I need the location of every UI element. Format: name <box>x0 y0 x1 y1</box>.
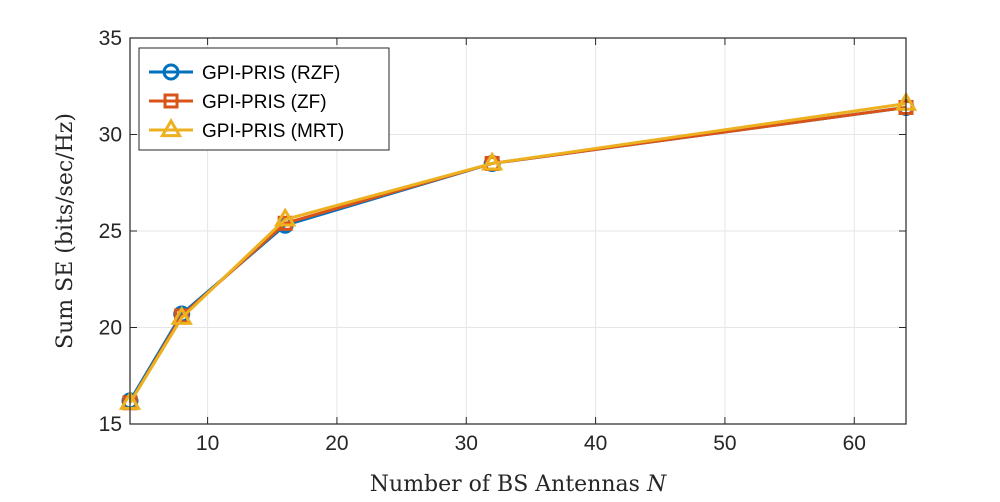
legend-label: GPI-PRIS (ZF) <box>202 92 327 113</box>
ticks <box>130 37 906 425</box>
x-tick-label: 60 <box>843 432 866 455</box>
y-tick-label: 20 <box>99 317 122 340</box>
legend-marker-circle <box>162 63 180 81</box>
legend: GPI-PRIS (RZF) GPI-PRIS (ZF) GPI-PRIS (MRT… <box>138 47 390 151</box>
series-line <box>128 102 907 404</box>
data-point-triangle <box>170 305 193 325</box>
x-tick-label: 30 <box>455 432 478 455</box>
legend-label: GPI-PRIS (RZF) <box>202 63 340 84</box>
x-tick-label: 50 <box>713 432 736 455</box>
data-point-triangle <box>480 151 504 171</box>
legend-marker-square <box>163 93 179 109</box>
legend-label: GPI-PRIS (MRT) <box>202 121 344 142</box>
tick-labels: 10 20 30 40 50 60 15 20 25 30 35 <box>99 27 866 455</box>
x-tick-label: 20 <box>325 432 348 455</box>
x-tick-label: 10 <box>196 432 219 455</box>
legend-entry: GPI-PRIS (ZF) <box>149 92 327 113</box>
x-axis-variable: N <box>646 472 667 497</box>
legend-entry: GPI-PRIS (RZF) <box>149 63 340 84</box>
legend-entry: GPI-PRIS (MRT) <box>149 118 344 142</box>
y-axis-title: Sum SE (bits/sec/Hz) <box>53 113 78 349</box>
data-point-triangle <box>274 207 297 227</box>
x-tick-label: 40 <box>584 432 607 455</box>
y-tick-label: 35 <box>99 27 122 50</box>
legend-marker-triangle <box>159 118 183 138</box>
x-axis-title: Number of BS Antennas N <box>370 472 667 497</box>
y-tick-label: 15 <box>99 413 122 436</box>
y-tick-label: 25 <box>99 220 122 243</box>
y-tick-label: 30 <box>99 124 122 147</box>
legend-box <box>138 47 390 151</box>
